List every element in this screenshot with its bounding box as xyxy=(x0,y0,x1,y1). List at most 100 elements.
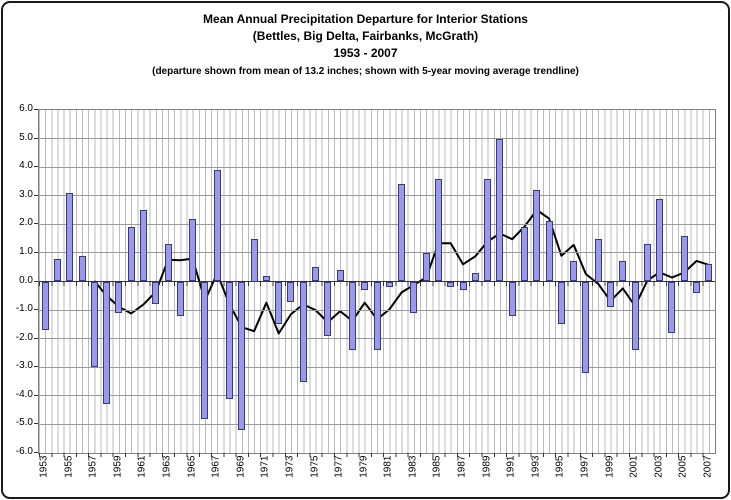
y-tick-mark xyxy=(34,194,38,196)
bar-1966 xyxy=(201,281,209,419)
moving-average-trendline xyxy=(93,209,710,335)
bar-1969 xyxy=(238,281,246,431)
bar-1991 xyxy=(508,281,516,316)
x-tick-label-1975: 1975 xyxy=(309,455,321,478)
bar-1964 xyxy=(176,281,184,316)
bar-1979 xyxy=(361,281,369,291)
gridline-y-1 xyxy=(39,252,715,254)
trendline-path xyxy=(93,209,710,335)
bar-1985 xyxy=(434,178,442,282)
y-tick-mark xyxy=(34,394,38,396)
chart-title-line2: (Bettles, Big Delta, Fairbanks, McGrath) xyxy=(252,29,479,43)
bar-1996 xyxy=(570,261,578,282)
bar-1956 xyxy=(78,255,86,282)
bar-2004 xyxy=(668,281,676,333)
gridline-y-3 xyxy=(39,195,715,197)
bar-1978 xyxy=(348,281,356,351)
bar-1961 xyxy=(139,210,147,282)
x-tick-label-1979: 1979 xyxy=(358,455,370,478)
chart-title-block: Mean Annual Precipitation Departure for … xyxy=(0,11,731,79)
y-tick-mark xyxy=(34,166,38,168)
bar-1960 xyxy=(127,227,135,282)
y-tick-label--6: -6.0 xyxy=(15,446,33,457)
x-tick-label-1957: 1957 xyxy=(87,455,99,478)
y-tick-label--5: -5.0 xyxy=(15,417,33,429)
x-tick-label-1987: 1987 xyxy=(456,455,468,478)
y-tick-label--1: -1.0 xyxy=(15,303,33,315)
bar-1995 xyxy=(557,281,565,325)
gridline-y--3 xyxy=(39,366,715,368)
bar-2005 xyxy=(680,235,688,282)
bar-1992 xyxy=(520,227,528,282)
bar-1957 xyxy=(90,281,98,368)
x-tick-label-1953: 1953 xyxy=(38,455,50,478)
bar-1953 xyxy=(41,281,49,331)
bar-1974 xyxy=(299,281,307,382)
bar-1971 xyxy=(262,275,270,282)
bar-2003 xyxy=(656,198,664,282)
y-tick-mark xyxy=(34,423,38,425)
y-tick-label-2: 2.0 xyxy=(19,217,33,229)
y-tick-mark xyxy=(34,309,38,311)
x-tick-label-1973: 1973 xyxy=(284,455,296,478)
y-tick-label-6: 6.0 xyxy=(19,103,33,114)
y-tick-mark xyxy=(34,137,38,139)
bar-1962 xyxy=(152,281,160,305)
y-tick-mark xyxy=(34,280,38,282)
y-tick-label-4: 4.0 xyxy=(19,160,33,172)
bar-1967 xyxy=(213,170,221,282)
x-tick-label-1961: 1961 xyxy=(136,455,148,478)
y-tick-label--2: -2.0 xyxy=(15,331,33,343)
bar-1989 xyxy=(484,178,492,282)
x-tick-label-1989: 1989 xyxy=(481,455,493,478)
y-tick-mark xyxy=(34,452,38,453)
bar-1963 xyxy=(164,244,172,282)
x-tick-label-2001: 2001 xyxy=(628,455,640,478)
bar-1998 xyxy=(594,238,602,282)
x-tick-label-1971: 1971 xyxy=(259,455,271,478)
bar-1990 xyxy=(496,138,504,282)
x-tick-label-1999: 1999 xyxy=(604,455,616,478)
gridline-y--4 xyxy=(39,395,715,397)
y-tick-label-1: 1.0 xyxy=(19,245,33,257)
bar-2002 xyxy=(643,244,651,282)
x-tick-label-2007: 2007 xyxy=(702,455,714,478)
bar-1968 xyxy=(226,281,233,399)
x-tick-label-1997: 1997 xyxy=(579,455,591,478)
chart-title-line3: 1953 - 2007 xyxy=(333,46,398,60)
bottom-axis-category-ticks xyxy=(39,453,715,457)
bar-1994 xyxy=(545,221,553,282)
bar-1988 xyxy=(471,272,479,282)
bar-1999 xyxy=(607,281,615,308)
gridline-y--5 xyxy=(39,423,715,425)
y-tick-mark xyxy=(34,366,38,368)
bar-1955 xyxy=(66,192,74,282)
y-tick-mark xyxy=(34,251,38,253)
bar-1972 xyxy=(275,281,283,325)
bar-1970 xyxy=(250,238,258,282)
gridline-y-4 xyxy=(39,166,715,168)
bar-1980 xyxy=(373,281,381,351)
bar-1993 xyxy=(533,190,541,282)
bar-2000 xyxy=(619,261,627,282)
x-tick-label-1977: 1977 xyxy=(333,455,345,478)
x-tick-label-1991: 1991 xyxy=(505,455,517,478)
x-tick-label-1959: 1959 xyxy=(112,455,124,478)
bar-1959 xyxy=(115,281,123,313)
bar-1983 xyxy=(410,281,418,313)
x-tick-label-1993: 1993 xyxy=(530,455,542,478)
x-tick-label-1981: 1981 xyxy=(382,455,394,478)
y-tick-mark xyxy=(34,337,38,339)
bar-1981 xyxy=(385,281,393,288)
x-tick-label-1983: 1983 xyxy=(407,455,419,478)
y-tick-label-5: 5.0 xyxy=(19,131,33,143)
y-tick-mark xyxy=(34,109,38,110)
x-tick-label-1995: 1995 xyxy=(554,455,566,478)
x-tick-label-1963: 1963 xyxy=(161,455,173,478)
chart-subtitle: (departure shown from mean of 13.2 inche… xyxy=(152,66,579,77)
bar-1997 xyxy=(582,281,590,373)
y-tick-label--3: -3.0 xyxy=(15,360,33,372)
y-tick-mark xyxy=(34,223,38,225)
